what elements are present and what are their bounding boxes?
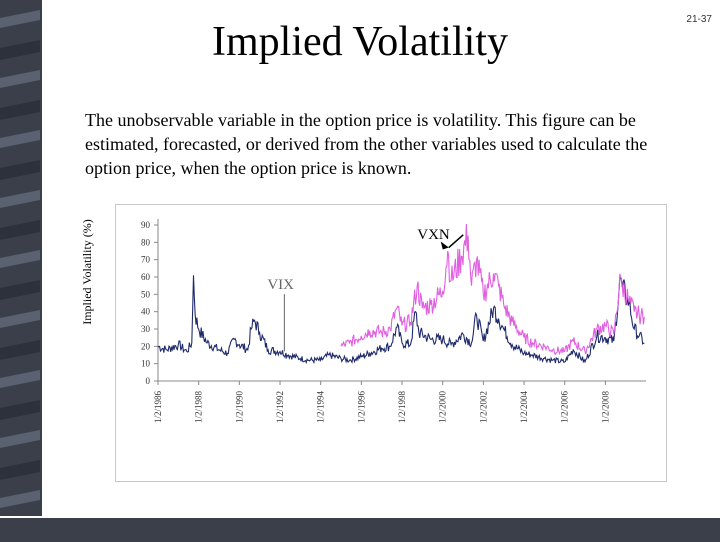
x-tick-label: 1/2/1986: [153, 391, 163, 424]
sidebar-decoration: [0, 0, 42, 540]
x-tick-label: 1/2/2006: [560, 391, 570, 424]
x-tick-label: 1/2/2002: [478, 391, 488, 423]
y-tick-label: 50: [141, 289, 151, 299]
x-tick-label: 1/2/1998: [397, 391, 407, 424]
y-tick-label: 80: [141, 237, 151, 247]
page-title: Implied Volatility: [212, 19, 508, 65]
y-tick-label: 0: [146, 376, 151, 386]
y-axis: 0 10 20 30 40 50 60 70 80 90: [141, 219, 159, 386]
x-tick-label: 1/2/1990: [234, 391, 244, 424]
chart-frame: 0 10 20 30 40 50 60 70 80 90 1/2/1986 1/2/1988 1/2/…: [115, 204, 667, 482]
body-text: The unobservable variable in the option …: [85, 110, 648, 178]
y-tick-label: 10: [141, 359, 151, 369]
y-tick-label: 30: [141, 324, 151, 334]
x-tick-label: 1/2/2008: [600, 391, 610, 424]
y-tick-label: 60: [141, 272, 151, 282]
series-layer: [157, 224, 645, 365]
bottom-bar-decoration: [0, 516, 720, 542]
x-tick-label: 1/2/1992: [275, 391, 285, 423]
x-tick-label: 1/2/1994: [316, 391, 326, 424]
sidebar-pattern: [0, 10, 40, 508]
annotation-vxn-arrow: [448, 234, 464, 249]
slide-number: 21-37: [686, 14, 712, 25]
x-tick-label: 1/2/1996: [356, 391, 366, 424]
series-line-vix: [157, 275, 645, 365]
y-tick-label: 20: [141, 341, 151, 351]
y-axis-label: Implied Volatility (%): [80, 219, 94, 325]
annotation-vxn-label: VXN: [417, 227, 450, 243]
y-tick-label: 40: [141, 307, 151, 317]
x-tick-label: 1/2/2004: [519, 391, 529, 424]
y-tick-label: 90: [141, 220, 151, 230]
annotation-vxn-arrowhead: [440, 241, 449, 250]
annotation-vix-label: VIX: [267, 277, 294, 293]
x-axis: 1/2/1986 1/2/1988 1/2/1990 1/2/1992 1/2/1994…: [153, 380, 646, 424]
x-tick-label: 1/2/1988: [194, 391, 204, 424]
annotation-layer: VIX VXN: [267, 227, 464, 352]
series-line-vxn: [340, 224, 645, 356]
x-tick-label: 1/2/2000: [438, 391, 448, 424]
y-tick-label: 70: [141, 255, 151, 265]
